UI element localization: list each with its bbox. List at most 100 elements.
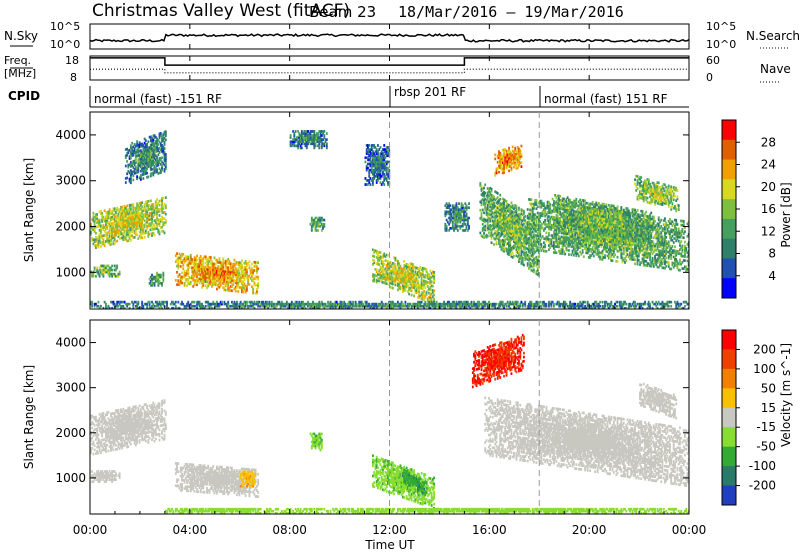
power-cell: [124, 181, 127, 184]
power-cell: [621, 240, 624, 243]
power-cell: [194, 273, 197, 276]
power-cell: [526, 262, 529, 265]
power-cell: [146, 171, 149, 175]
power-cell: [212, 272, 215, 276]
power-cell: [385, 278, 388, 281]
power-cell: [559, 252, 562, 255]
power-cell: [601, 249, 604, 253]
nave-trace: [90, 68, 689, 74]
power-cell: [544, 227, 547, 230]
power-cell: [592, 242, 595, 245]
power-cell: [162, 151, 165, 155]
power-cell: [536, 269, 539, 272]
power-cell: [405, 279, 408, 283]
power-cell: [555, 210, 558, 213]
power-cell: [164, 130, 167, 133]
power-cell: [531, 269, 534, 273]
power-cell: [499, 235, 502, 238]
power-cell: [634, 244, 636, 247]
power-cell: [312, 142, 314, 146]
power-cell: [142, 144, 145, 147]
power-cell: [148, 164, 151, 168]
power-cell: [529, 198, 532, 201]
power-cell: [374, 274, 377, 277]
power-cell: [491, 203, 494, 206]
power-cell: [413, 286, 416, 289]
power-cell: [423, 281, 426, 285]
power-cell: [93, 230, 96, 233]
power-cell: [423, 283, 426, 287]
power-cell: [242, 284, 245, 288]
power-cell: [196, 275, 198, 278]
power-cell: [202, 267, 205, 271]
power-cell: [137, 160, 140, 164]
power-cell: [540, 206, 543, 209]
power-cell: [142, 213, 145, 217]
power-cell: [157, 220, 160, 224]
power-cell: [108, 266, 111, 270]
power-cell: [320, 138, 323, 141]
power-cell: [313, 132, 316, 135]
power-cell: [158, 203, 161, 207]
power-cell: [156, 164, 158, 167]
power-cell: [584, 239, 587, 242]
power-cell: [626, 240, 629, 244]
power-cell: [627, 232, 630, 236]
power-cell: [149, 275, 152, 279]
power-cell: [122, 213, 125, 217]
power-cell: [516, 251, 519, 254]
power-cell: [426, 299, 429, 303]
power-cell: [134, 165, 137, 169]
power-cell: [239, 278, 242, 281]
power-cell: [214, 283, 217, 287]
power-cell: [377, 279, 379, 282]
power-cell: [251, 271, 253, 274]
power-cell: [115, 221, 117, 225]
power-cell: [161, 166, 163, 170]
power-cell: [627, 247, 630, 250]
power-cell: [508, 241, 510, 244]
power-cell: [367, 148, 369, 151]
power-cell: [142, 173, 145, 176]
power-cell: [579, 228, 582, 231]
power-cell: [419, 265, 422, 269]
power-cell: [229, 266, 232, 270]
power-cell: [372, 263, 374, 266]
power-cell: [543, 241, 545, 245]
power-cell: [506, 248, 509, 252]
power-cell: [412, 271, 414, 275]
power-cell: [629, 235, 631, 238]
power-cell: [545, 231, 548, 235]
power-cell: [377, 172, 379, 176]
power-cell: [494, 231, 497, 235]
power-cell: [218, 259, 221, 262]
power-cell: [429, 294, 432, 297]
power-cell: [631, 249, 634, 253]
power-cell: [221, 267, 223, 271]
power-cell: [387, 254, 389, 257]
power-cell: [417, 273, 419, 276]
power-cell: [134, 221, 137, 224]
power-cell: [561, 252, 564, 255]
power-cell: [216, 283, 218, 287]
power-cell: [414, 270, 417, 273]
power-cell: [101, 212, 104, 215]
power-cell: [164, 159, 167, 162]
power-cell: [137, 143, 140, 147]
power-cell: [313, 138, 316, 141]
power-cell: [211, 264, 213, 268]
power-cell: [380, 152, 383, 155]
power-cell: [400, 277, 403, 281]
power-cell: [378, 271, 381, 275]
power-cell: [404, 276, 407, 280]
power-cell: [508, 228, 510, 232]
power-cell: [97, 237, 100, 241]
power-cell: [431, 301, 434, 305]
power-cell: [528, 212, 530, 216]
power-cell: [196, 258, 198, 262]
power-cell: [106, 270, 109, 274]
power-cell: [379, 274, 382, 277]
power-cell: [539, 232, 542, 236]
power-cell: [489, 193, 492, 196]
power-cell: [153, 277, 156, 281]
